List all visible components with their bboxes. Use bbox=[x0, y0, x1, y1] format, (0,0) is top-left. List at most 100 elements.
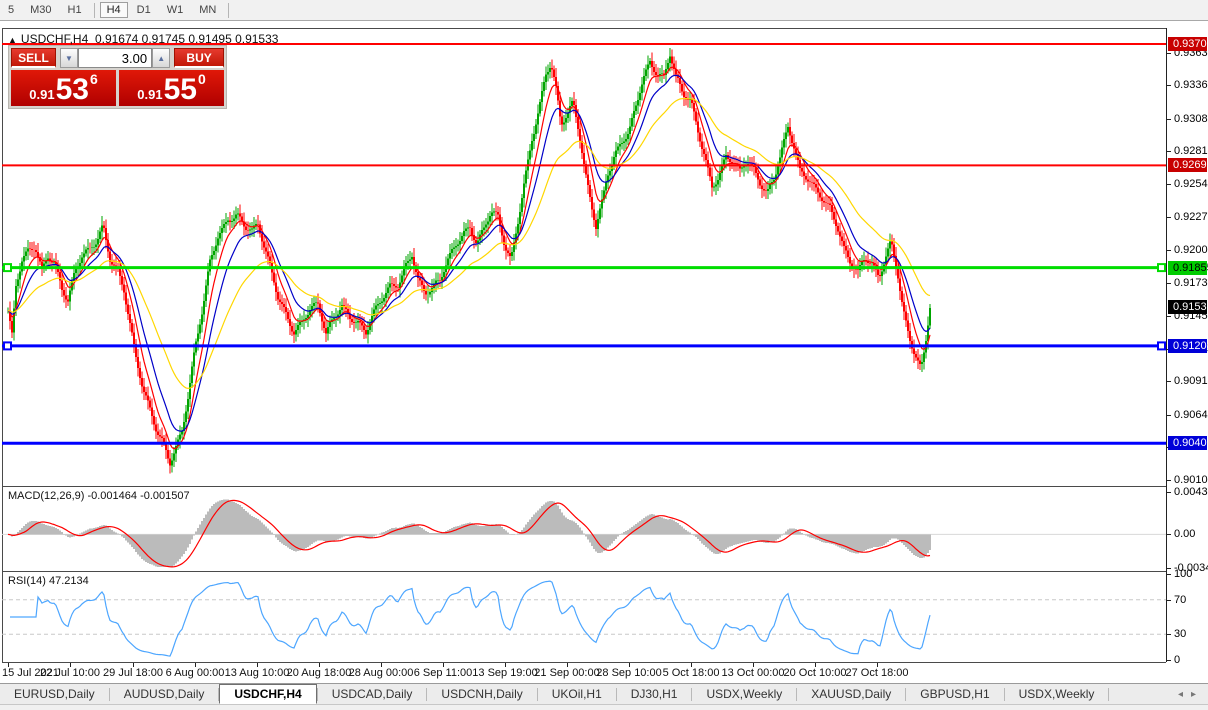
chart-ohlc-values: 0.91674 0.91745 0.91495 0.91533 bbox=[94, 32, 279, 46]
rsi-line bbox=[10, 580, 931, 657]
date-label: 27 Oct 18:00 bbox=[845, 667, 909, 679]
date-label: 21 Sep 00:00 bbox=[534, 667, 600, 679]
date-label: 20 Oct 10:00 bbox=[783, 667, 847, 679]
bull-candles bbox=[7, 48, 931, 473]
tab-separator bbox=[218, 687, 220, 701]
tab-separator bbox=[691, 687, 693, 701]
price-badge-0.91855: 0.91855 bbox=[1168, 260, 1208, 275]
price-tick bbox=[1167, 414, 1171, 416]
timeframe-button-h4[interactable]: H4 bbox=[99, 2, 128, 18]
rsi-axis-label: 0 bbox=[1174, 654, 1181, 666]
macd-axis-tick bbox=[1167, 568, 1171, 569]
price-tick bbox=[1167, 85, 1171, 87]
tab-separator bbox=[108, 687, 110, 701]
timeframe-button-d1[interactable]: D1 bbox=[136, 4, 151, 16]
buy-price-main: 55 bbox=[163, 73, 197, 106]
hline-handle[interactable] bbox=[3, 341, 12, 351]
chart-tab-usdchf-h4[interactable]: USDCHF,H4 bbox=[219, 684, 317, 704]
macd-indicator-pane[interactable] bbox=[2, 487, 1166, 571]
price-label: 0.90915 bbox=[1174, 375, 1208, 388]
chart-tab-usdx-weekly[interactable]: USDX,Weekly bbox=[706, 687, 783, 701]
date-tick bbox=[753, 663, 754, 667]
buy-price-box[interactable]: 0.91 55 0 bbox=[119, 70, 224, 106]
buy-button[interactable]: BUY bbox=[174, 48, 224, 68]
collapse-icon[interactable]: ▲ bbox=[8, 35, 17, 45]
pane-separator-rsi[interactable] bbox=[2, 571, 1166, 572]
price-tick bbox=[1167, 381, 1171, 383]
tab-scroll-arrows: ◂ ▸ bbox=[1174, 684, 1208, 704]
date-label: 28 Sep 10:00 bbox=[596, 667, 662, 679]
chart-tab-usdcnh-daily[interactable]: USDCNH,Daily bbox=[441, 687, 523, 701]
price-tick bbox=[1167, 282, 1171, 284]
timeframe-button-h1[interactable]: H1 bbox=[67, 4, 82, 16]
date-tick bbox=[691, 663, 692, 667]
chevron-up-icon: ▲ bbox=[157, 53, 166, 63]
date-axis[interactable]: 15 Jul 2021 22 Jul 10:00 29 Jul 18:00 6 Aug… bbox=[0, 663, 1166, 683]
rsi-axis-tick bbox=[1167, 660, 1171, 661]
price-tick bbox=[1167, 217, 1171, 219]
volume-decrease-button[interactable]: ▼ bbox=[59, 48, 79, 68]
chart-tab-audusd-daily[interactable]: AUDUSD,Daily bbox=[123, 687, 205, 701]
date-tick bbox=[567, 663, 568, 667]
tab-separator bbox=[796, 687, 798, 701]
price-tick bbox=[1167, 151, 1171, 153]
price-label: 0.92545 bbox=[1174, 178, 1208, 191]
macd-axis-label: 0.00431 bbox=[1174, 486, 1208, 498]
sell-price-prefix: 0.91 bbox=[29, 87, 55, 102]
chart-tab-eurusd-daily[interactable]: EURUSD,Daily bbox=[14, 687, 95, 701]
chart-tab-ukoil-h1[interactable]: UKOil,H1 bbox=[551, 687, 602, 701]
timeframe-button-5[interactable]: 5 bbox=[8, 4, 15, 16]
bear-candle-bodies bbox=[8, 56, 922, 466]
volume-increase-button[interactable]: ▲ bbox=[152, 48, 171, 68]
rsi-indicator-pane[interactable] bbox=[2, 572, 1166, 662]
price-badge-0.91208: 0.91208 bbox=[1168, 338, 1208, 353]
timeframe-button-mn[interactable]: MN bbox=[199, 4, 217, 16]
tab-scroll-left-icon[interactable]: ◂ bbox=[1177, 688, 1183, 700]
rsi-axis-label: 100 bbox=[1174, 568, 1193, 580]
timeframe-button-m30[interactable]: M30 bbox=[30, 4, 52, 16]
toolbar-separator bbox=[93, 2, 95, 18]
tab-scroll-right-icon[interactable]: ▸ bbox=[1190, 688, 1196, 700]
plot-border-top bbox=[2, 28, 1166, 29]
date-label: 5 Oct 18:00 bbox=[662, 667, 720, 679]
ma-line-40 bbox=[7, 97, 931, 390]
price-tick bbox=[1167, 118, 1171, 120]
chevron-down-icon: ▼ bbox=[65, 53, 73, 63]
pane-separator-macd[interactable] bbox=[2, 486, 1166, 487]
ma-line-8 bbox=[7, 66, 931, 450]
main-price-chart[interactable] bbox=[2, 28, 1166, 486]
date-tick bbox=[443, 663, 444, 667]
sell-price-main: 53 bbox=[55, 73, 89, 106]
buy-price-pip: 0 bbox=[197, 71, 206, 87]
price-badge-0.92699: 0.92699 bbox=[1168, 158, 1208, 173]
sell-button[interactable]: SELL bbox=[11, 48, 57, 68]
volume-input[interactable] bbox=[78, 48, 153, 68]
price-label: 0.92815 bbox=[1174, 145, 1208, 158]
price-axis[interactable]: 0.936300.933600.930850.928150.925450.922… bbox=[1166, 28, 1208, 666]
rsi-axis-label: 30 bbox=[1174, 628, 1187, 640]
timeframe-button-w1[interactable]: W1 bbox=[166, 4, 184, 16]
buy-price-prefix: 0.91 bbox=[137, 87, 163, 102]
price-tick bbox=[1167, 250, 1171, 252]
date-tick bbox=[629, 663, 630, 667]
date-label: 13 Oct 00:00 bbox=[721, 667, 785, 679]
chart-tab-xauusd-daily[interactable]: XAUUSD,Daily bbox=[811, 687, 892, 701]
chart-tab-bar: EURUSD,Daily AUDUSD,Daily USDCHF,H4 USDCAD,… bbox=[0, 683, 1208, 704]
chart-tab-usdx-weekly[interactable]: USDX,Weekly bbox=[1018, 687, 1095, 701]
sell-price-pip: 6 bbox=[89, 71, 98, 87]
hline-handle[interactable] bbox=[3, 263, 12, 273]
chart-tab-usdcad-daily[interactable]: USDCAD,Daily bbox=[331, 687, 413, 701]
timeframe-toolbar: 5 M30 H1 H4 D1 W1 MN bbox=[0, 0, 1208, 21]
chart-tab-dj30-h1[interactable]: DJ30,H1 bbox=[630, 687, 678, 701]
hline-handle[interactable] bbox=[1157, 263, 1166, 273]
ma-line-16 bbox=[7, 74, 931, 432]
macd-signal-line bbox=[7, 499, 931, 568]
sell-price-box[interactable]: 0.91 53 6 bbox=[11, 70, 116, 106]
price-badge-0.93702: 0.93702 bbox=[1168, 37, 1208, 51]
price-tick bbox=[1167, 184, 1171, 186]
chart-tab-gbpusd-h1[interactable]: GBPUSD,H1 bbox=[920, 687, 990, 701]
tab-separator bbox=[1108, 687, 1110, 701]
hline-handle[interactable] bbox=[1157, 341, 1166, 351]
